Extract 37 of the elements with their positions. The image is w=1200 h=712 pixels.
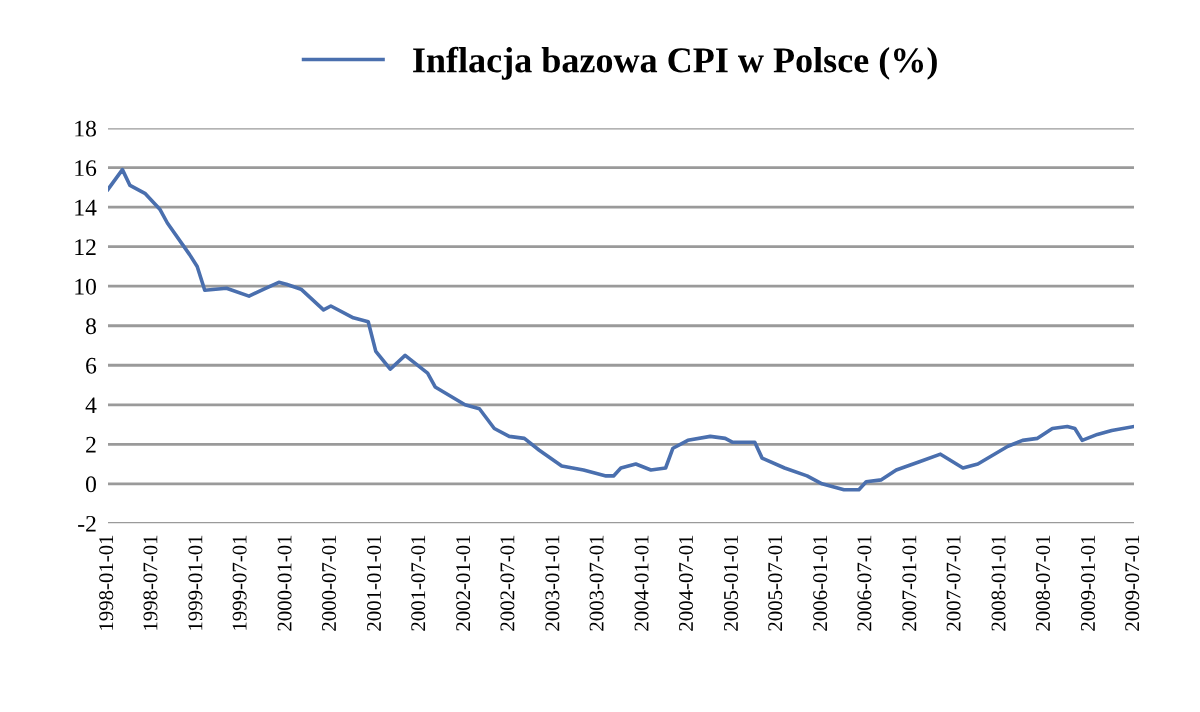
y-tick-label: 6 (86, 357, 97, 374)
x-tick-label: 2007-01-01 (902, 535, 917, 631)
x-tick-label: 2006-01-01 (813, 535, 828, 631)
y-tick-label: 18 (75, 120, 96, 137)
x-tick-label: 2003-01-01 (545, 535, 560, 631)
x-tick-label: 2005-01-01 (723, 535, 738, 631)
x-tick-label: 2001-01-01 (366, 535, 382, 631)
y-tick-label: 16 (75, 160, 97, 177)
x-tick-label: 2001-07-01 (411, 535, 426, 631)
x-tick-label: 2007-07-01 (946, 535, 961, 631)
x-tick-label: 2005-07-01 (768, 535, 783, 631)
y-tick-label: -2 (78, 515, 96, 532)
x-tick-label: 2009-07-01 (1125, 535, 1140, 631)
x-tick-label: 2000-01-01 (277, 535, 292, 631)
x-tick-label: 2008-01-01 (991, 535, 1006, 631)
y-tick-label: 12 (75, 239, 96, 255)
x-tick-label: 2004-07-01 (678, 535, 694, 631)
x-tick-label: 2004-01-01 (634, 535, 649, 631)
y-tick-label: 10 (75, 278, 96, 295)
x-tick-label: 1999-01-01 (188, 535, 203, 630)
y-tick-label: 8 (85, 318, 96, 335)
x-tick-label: 1999-07-01 (232, 535, 247, 630)
x-tick-label: 2002-07-01 (500, 535, 515, 631)
x-tick-label: 1998-07-01 (143, 535, 158, 630)
x-tick-label: 2002-01-01 (456, 535, 471, 631)
x-tick-label: 2000-07-01 (322, 535, 337, 631)
x-tick-label: 2009-01-01 (1080, 535, 1095, 631)
x-tick-label: 2003-07-01 (589, 535, 604, 631)
y-tick-label: 4 (85, 397, 97, 413)
x-tick-label: 2006-07-01 (857, 535, 872, 631)
x-tick-label: 1998-01-01 (99, 535, 114, 630)
y-tick-label: 14 (75, 199, 97, 216)
line-series (108, 167, 1134, 492)
legend-label: Inflacja bazowa CPI w Polsce (%) (413, 46, 937, 80)
y-tick-label: 2 (86, 436, 96, 453)
x-tick-label: 2008-07-01 (1035, 535, 1051, 631)
y-tick-label: 0 (85, 476, 96, 493)
